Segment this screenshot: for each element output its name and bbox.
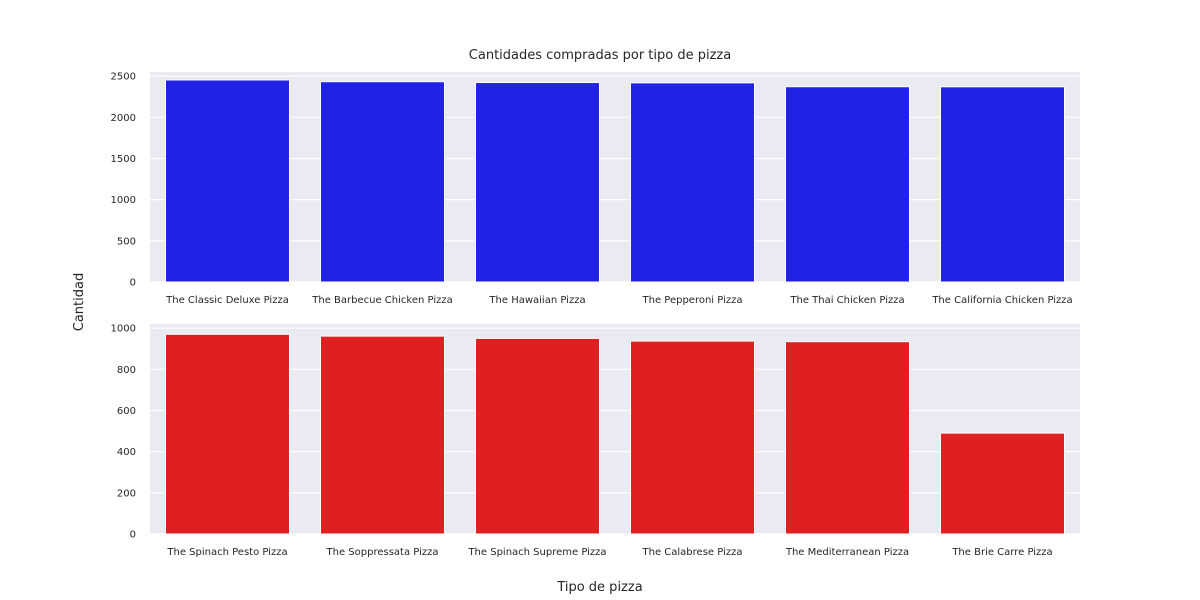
bar (475, 337, 600, 535)
y-tick-label: 1000 (111, 195, 136, 206)
bar (320, 81, 445, 283)
bar (165, 333, 290, 535)
y-tick-label: 800 (117, 365, 136, 376)
y-tick-label: 0 (130, 530, 136, 541)
x-tick-label: The Calabrese Pizza (642, 547, 743, 558)
x-tick-label: The Pepperoni Pizza (642, 295, 743, 306)
x-axis-title: Tipo de pizza (556, 580, 642, 595)
y-tick-label: 0 (130, 278, 136, 289)
x-tick-label: The Soppressata Pizza (326, 547, 439, 558)
y-tick-label: 400 (117, 447, 136, 458)
bar (785, 86, 910, 283)
x-tick-label: The Barbecue Chicken Pizza (311, 295, 452, 306)
x-tick-label: The Spinach Pesto Pizza (166, 547, 287, 558)
y-tick-label: 2500 (111, 72, 136, 83)
bar (165, 79, 290, 283)
bottom-subplot: 0 200 400 600 800 1000 The Spinach Pesto Pizza… (111, 324, 1080, 558)
bar (940, 432, 1065, 535)
bar (475, 82, 600, 283)
bar (940, 86, 1065, 283)
bar (630, 340, 755, 535)
y-tick-label: 200 (117, 488, 136, 499)
x-tick-label: The Spinach Supreme Pizza (467, 547, 606, 558)
x-tick-label: The Thai Chicken Pizza (789, 295, 904, 306)
y-tick-label: 2000 (111, 113, 136, 124)
y-tick-label: 600 (117, 406, 136, 417)
plot-area (150, 324, 1080, 534)
y-tick-label: 1000 (111, 324, 136, 335)
x-tick-label: The Classic Deluxe Pizza (165, 295, 289, 306)
y-axis-title: Cantidad (72, 273, 87, 331)
x-tick-label: The Hawaiian Pizza (488, 295, 585, 306)
bar (630, 82, 755, 283)
x-tick-label: The Mediterranean Pizza (785, 547, 909, 558)
top-subplot: 0 500 1000 1500 2000 2500 The Classic Deluxe P… (111, 72, 1080, 306)
y-tick-label: 500 (117, 236, 136, 247)
plot-area (150, 72, 1080, 282)
x-tick-label: The Brie Carre Pizza (951, 547, 1052, 558)
chart-title: Cantidades compradas por tipo de pizza (469, 48, 731, 63)
bar (320, 335, 445, 535)
y-tick-label: 1500 (111, 154, 136, 165)
x-tick-label: The California Chicken Pizza (931, 295, 1072, 306)
bar (785, 341, 910, 535)
